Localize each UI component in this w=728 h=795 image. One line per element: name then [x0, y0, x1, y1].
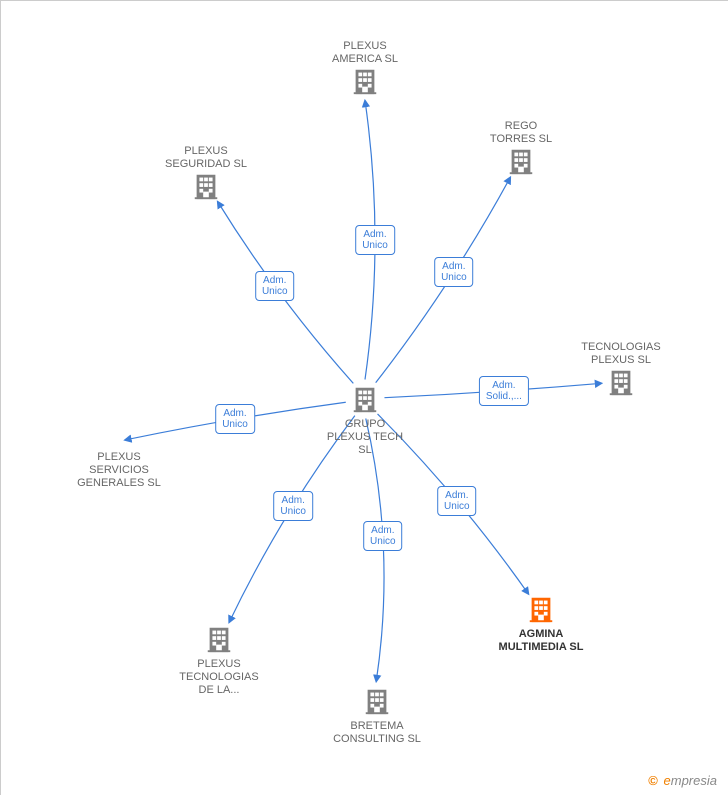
- edge-label: Adm. Unico: [363, 521, 403, 551]
- node-label: PLEXUSTECNOLOGIASDE LA...: [159, 658, 279, 697]
- node-label: AGMINAMULTIMEDIA SL: [481, 628, 601, 654]
- node-label: PLEXUSSEGURIDAD SL: [146, 145, 266, 171]
- node-servicios[interactable]: PLEXUSSERVICIOSGENERALES SL: [59, 447, 179, 490]
- node-rego[interactable]: REGOTORRES SL: [461, 116, 581, 176]
- node-label: TECNOLOGIASPLEXUS SL: [561, 341, 681, 367]
- node-plexustec[interactable]: PLEXUSTECNOLOGIASDE LA...: [159, 624, 279, 697]
- node-america[interactable]: PLEXUSAMERICA SL: [305, 36, 425, 96]
- building-icon: [305, 384, 425, 414]
- node-label: PLEXUSSERVICIOSGENERALES SL: [59, 451, 179, 490]
- brand-name: empresia: [664, 773, 717, 788]
- node-agmina[interactable]: AGMINAMULTIMEDIA SL: [481, 594, 601, 654]
- diagram-stage: GRUPOPLEXUS TECHSL PLEXUSAMERICA SL REGOT…: [0, 0, 728, 795]
- edge-label: Adm. Unico: [437, 486, 477, 516]
- building-icon: [481, 594, 601, 624]
- node-bretema[interactable]: BRETEMACONSULTING SL: [317, 686, 437, 746]
- edge-label: Adm. Unico: [434, 257, 474, 287]
- copyright-symbol: ©: [648, 773, 658, 788]
- node-label: REGOTORRES SL: [461, 120, 581, 146]
- node-label: GRUPOPLEXUS TECHSL: [305, 418, 425, 457]
- building-icon: [317, 686, 437, 716]
- building-icon: [146, 171, 266, 201]
- edge-label: Adm. Unico: [255, 271, 295, 301]
- node-tecno[interactable]: TECNOLOGIASPLEXUS SL: [561, 337, 681, 397]
- edge-label: Adm. Unico: [355, 225, 395, 255]
- node-label: PLEXUSAMERICA SL: [305, 40, 425, 66]
- node-seguridad[interactable]: PLEXUSSEGURIDAD SL: [146, 141, 266, 201]
- node-center[interactable]: GRUPOPLEXUS TECHSL: [305, 384, 425, 457]
- building-icon: [461, 146, 581, 176]
- building-icon: [561, 367, 681, 397]
- watermark: © empresia: [648, 773, 717, 788]
- edge-label: Adm. Solid.,...: [479, 376, 529, 406]
- edge-label: Adm. Unico: [273, 491, 313, 521]
- edge-label: Adm. Unico: [215, 404, 255, 434]
- building-icon: [305, 66, 425, 96]
- building-icon: [159, 624, 279, 654]
- node-label: BRETEMACONSULTING SL: [317, 720, 437, 746]
